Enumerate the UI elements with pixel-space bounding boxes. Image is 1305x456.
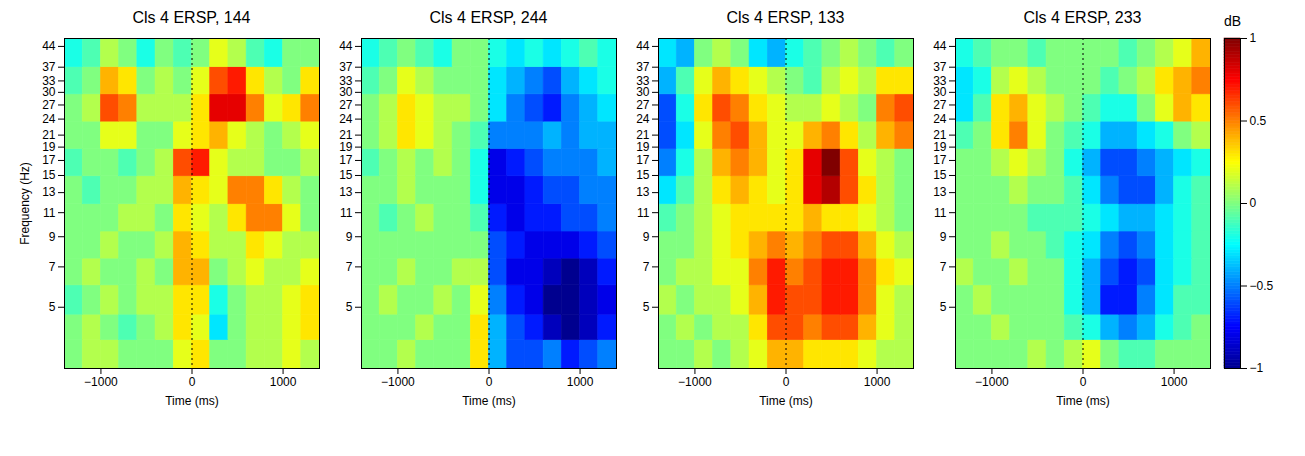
svg-text:9: 9 (940, 230, 947, 244)
svg-text:0: 0 (1250, 196, 1257, 210)
svg-text:17: 17 (933, 153, 947, 167)
svg-text:44: 44 (42, 39, 56, 53)
svg-text:7: 7 (346, 260, 353, 274)
svg-text:13: 13 (339, 185, 353, 199)
svg-text:9: 9 (346, 230, 353, 244)
svg-text:27: 27 (42, 98, 56, 112)
svg-text:37: 37 (42, 60, 56, 74)
svg-text:0: 0 (189, 375, 196, 389)
svg-text:44: 44 (636, 39, 650, 53)
svg-text:19: 19 (933, 140, 947, 154)
svg-text:9: 9 (49, 230, 56, 244)
svg-text:19: 19 (636, 140, 650, 154)
svg-text:33: 33 (636, 74, 650, 88)
svg-text:13: 13 (636, 185, 650, 199)
svg-text:27: 27 (636, 98, 650, 112)
svg-text:24: 24 (42, 112, 56, 126)
svg-text:1000: 1000 (864, 375, 891, 389)
svg-text:5: 5 (346, 300, 353, 314)
svg-text:19: 19 (339, 140, 353, 154)
svg-text:5: 5 (940, 300, 947, 314)
html-text:dB: dB (1224, 13, 1242, 29)
svg-text:1000: 1000 (1161, 375, 1188, 389)
svg-text:24: 24 (933, 112, 947, 126)
svg-text:21: 21 (636, 128, 650, 142)
svg-text:1000: 1000 (567, 375, 594, 389)
svg-text:11: 11 (934, 206, 947, 220)
svg-text:Time (ms): Time (ms) (759, 394, 813, 408)
svg-text:30: 30 (42, 85, 56, 100)
svg-text:9: 9 (643, 230, 650, 244)
svg-text:0: 0 (1080, 375, 1087, 389)
svg-text:11: 11 (637, 206, 650, 220)
svg-text:30: 30 (339, 85, 353, 100)
svg-text:0.5: 0.5 (1250, 114, 1267, 128)
svg-text:7: 7 (643, 260, 650, 274)
svg-text:44: 44 (339, 39, 353, 53)
svg-text:15: 15 (42, 168, 56, 182)
svg-text:33: 33 (933, 74, 947, 88)
svg-text:27: 27 (339, 98, 353, 112)
svg-text:30: 30 (933, 85, 947, 100)
svg-text:−1000: −1000 (84, 375, 118, 389)
svg-text:33: 33 (339, 74, 353, 88)
svg-text:−1000: −1000 (381, 375, 415, 389)
svg-text:−1000: −1000 (678, 375, 712, 389)
svg-text:44: 44 (933, 39, 947, 53)
svg-text:0: 0 (783, 375, 790, 389)
svg-text:24: 24 (636, 112, 650, 126)
svg-text:37: 37 (636, 60, 650, 74)
svg-text:17: 17 (636, 153, 650, 167)
svg-text:1: 1 (1250, 31, 1257, 45)
svg-text:33: 33 (42, 74, 56, 88)
svg-text:−1: −1 (1250, 361, 1264, 375)
svg-text:5: 5 (643, 300, 650, 314)
html-text:Cls 4 ERSP, 244: Cls 4 ERSP, 244 (429, 9, 548, 26)
svg-text:13: 13 (933, 185, 947, 199)
svg-text:21: 21 (933, 128, 947, 142)
svg-text:7: 7 (49, 260, 56, 274)
svg-text:30: 30 (636, 85, 650, 100)
svg-text:0: 0 (486, 375, 493, 389)
svg-text:Time (ms): Time (ms) (165, 394, 219, 408)
svg-text:27: 27 (933, 98, 947, 112)
svg-text:21: 21 (42, 128, 56, 142)
html-text:Cls 4 ERSP, 133: Cls 4 ERSP, 133 (726, 9, 845, 26)
html-text:Cls 4 ERSP, 233: Cls 4 ERSP, 233 (1023, 9, 1142, 26)
svg-text:15: 15 (933, 168, 947, 182)
svg-text:19: 19 (42, 140, 56, 154)
svg-text:37: 37 (339, 60, 353, 74)
svg-text:11: 11 (340, 206, 353, 220)
svg-text:Time (ms): Time (ms) (1056, 394, 1110, 408)
html-text:Cls 4 ERSP, 144: Cls 4 ERSP, 144 (132, 9, 251, 26)
svg-text:7: 7 (940, 260, 947, 274)
svg-text:17: 17 (42, 153, 56, 167)
svg-text:1000: 1000 (270, 375, 297, 389)
svg-text:37: 37 (933, 60, 947, 74)
svg-text:13: 13 (42, 185, 56, 199)
svg-text:Frequency (Hz): Frequency (Hz) (18, 162, 32, 245)
svg-text:−1000: −1000 (975, 375, 1009, 389)
svg-text:17: 17 (339, 153, 353, 167)
svg-text:−0.5: −0.5 (1250, 279, 1274, 293)
svg-text:15: 15 (636, 168, 650, 182)
svg-text:Time (ms): Time (ms) (462, 394, 516, 408)
svg-text:11: 11 (43, 206, 56, 220)
svg-text:21: 21 (339, 128, 353, 142)
svg-text:15: 15 (339, 168, 353, 182)
svg-text:24: 24 (339, 112, 353, 126)
svg-text:5: 5 (49, 300, 56, 314)
